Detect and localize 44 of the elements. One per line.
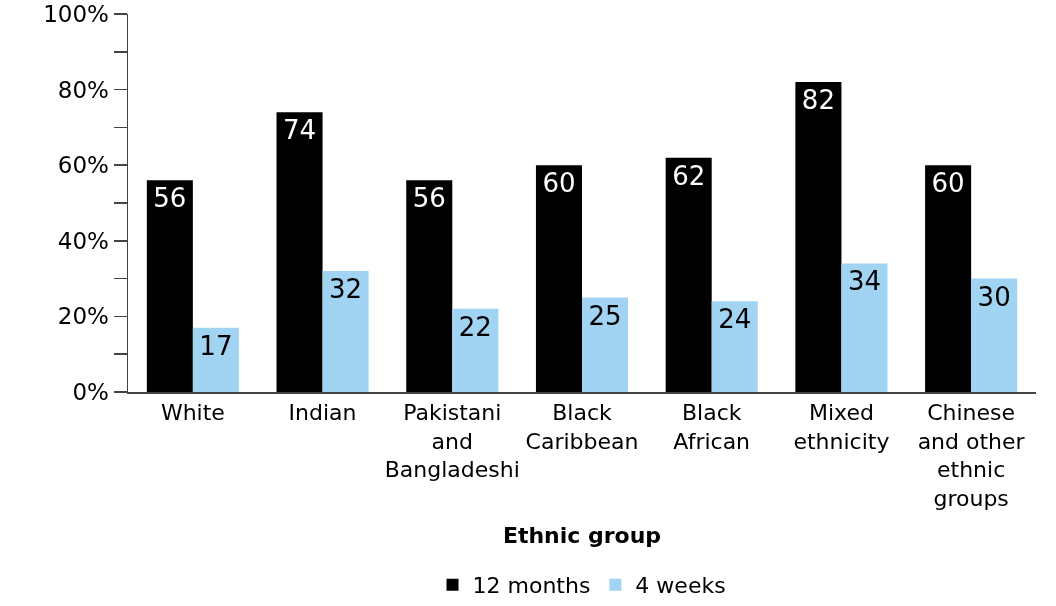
x-tick-label: Pakistani and Bangladeshi [384, 399, 520, 483]
data-label: 60 [542, 168, 576, 199]
data-label: 30 [977, 281, 1011, 312]
data-label: 22 [458, 311, 492, 342]
data-label: 82 [801, 85, 835, 116]
x-tick-label: Black Caribbean [525, 399, 639, 454]
bar [146, 180, 193, 392]
data-label: 25 [588, 300, 622, 331]
data-label: 17 [199, 330, 233, 361]
bar [795, 82, 842, 392]
x-tick-label: Mixed ethnicity [793, 399, 890, 454]
bar [711, 301, 758, 392]
x-tick-label: Indian [288, 399, 357, 425]
y-tick-label: 0% [72, 379, 109, 406]
bar [276, 112, 323, 392]
data-label: 62 [672, 160, 706, 191]
data-label: 34 [847, 266, 881, 297]
x-tick-label: Chinese and other ethnic groups [917, 399, 1026, 511]
bar [406, 180, 453, 392]
data-label: 74 [283, 115, 317, 146]
y-tick-label: 80% [57, 76, 109, 103]
data-label: 60 [931, 168, 965, 199]
data-label: 32 [329, 274, 363, 305]
bar [925, 165, 972, 392]
x-axis-title: Ethnic group [502, 523, 662, 549]
data-label: 56 [153, 183, 187, 214]
x-tick-label: Black African [673, 399, 751, 454]
bar [535, 165, 582, 392]
bar [582, 297, 629, 392]
bar [452, 308, 499, 392]
bar [192, 327, 239, 392]
bar [841, 263, 888, 392]
y-tick-label: 60% [57, 152, 109, 179]
y-tick-label: 100% [43, 1, 109, 28]
legend-label: 12 months [472, 573, 591, 599]
y-tick-label: 40% [57, 227, 109, 254]
bar [665, 157, 712, 392]
data-label: 56 [412, 183, 446, 214]
legend-label: 4 weeks [635, 573, 726, 599]
y-tick-label: 20% [57, 303, 109, 330]
data-label: 24 [718, 304, 752, 335]
bar [971, 278, 1018, 392]
x-tick-label: White [160, 399, 225, 425]
bar [322, 271, 369, 392]
